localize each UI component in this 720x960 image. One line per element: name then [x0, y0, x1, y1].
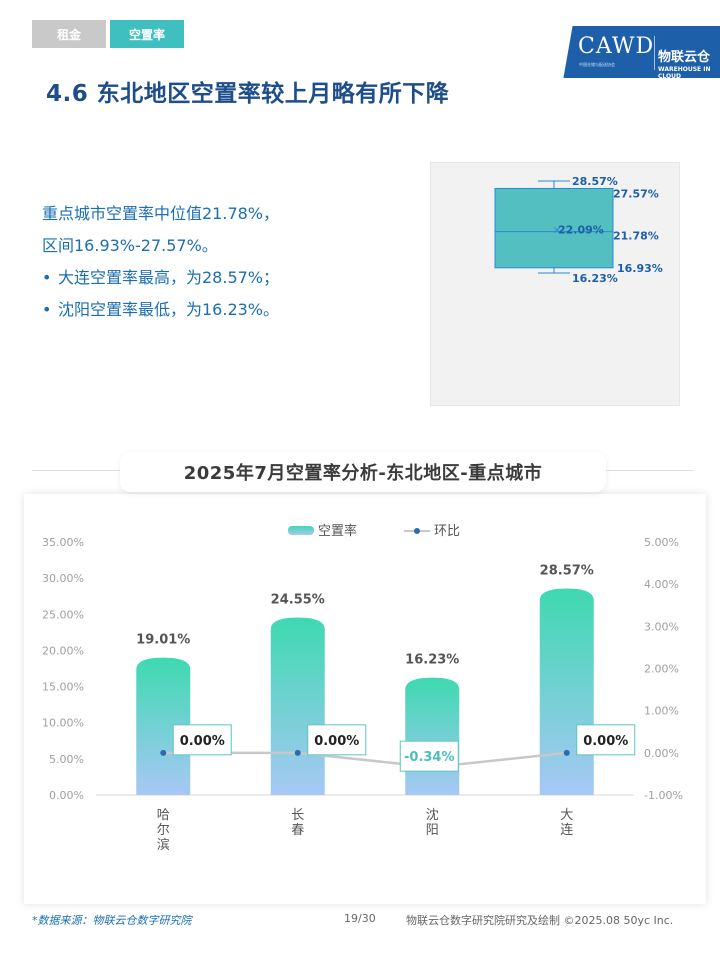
y-left-tick-label: 10.00% — [42, 717, 84, 730]
legend-bar-label: 空置率 — [318, 523, 357, 539]
boxplot-label-q3: 27.57% — [613, 187, 659, 200]
y-right-tick-label: 5.00% — [644, 536, 679, 549]
y-axis-left: 0.00% 5.00% 10.00% 15.00% 20.00% 25.00% 30.00%… — [42, 536, 84, 802]
data-source-note: *数据来源：物联云仓数字研究院 — [32, 914, 192, 927]
x-tick-label-char: 连 — [560, 822, 573, 838]
y-left-tick-label: 35.00% — [42, 536, 84, 549]
bar-value-label: 28.57% — [540, 563, 594, 578]
boxplot-label-max: 28.57% — [572, 175, 618, 188]
y-right-tick-label: 3.00% — [644, 620, 679, 633]
y-right-tick-label: 2.00% — [644, 663, 679, 676]
bullet-dot: • — [42, 268, 52, 287]
boxplot-panel: × 28.57% 27.57% 22.09% 21.78% 16.93% 16.… — [430, 162, 680, 406]
legend-line-label: 环比 — [434, 524, 460, 539]
summary-bullet-1-text: 大连空置率最高，为28.57%； — [58, 268, 280, 287]
y-right-tick-label: 0.00% — [644, 747, 679, 760]
mom-label-box — [307, 724, 367, 756]
bullet-dot: • — [42, 300, 52, 319]
bar-4 — [539, 588, 594, 795]
summary-bullet-1: • 大连空置率最高，为28.57%； — [42, 262, 412, 294]
brand-logo: CAWD 中国仓储与配送协会 物联云仓 WAREHOUSE IN CLOUD — [558, 26, 720, 78]
y-left-tick-label: 25.00% — [42, 608, 84, 621]
y-right-tick-label: -1.00% — [644, 789, 683, 802]
tab-rent[interactable]: 租金 — [32, 20, 106, 48]
section-tabs: 租金 空置率 — [32, 20, 184, 48]
mom-point — [563, 749, 570, 756]
summary-text: 重点城市空置率中位值21.78%， 区间16.93%-27.57%。 • 大连空置… — [42, 198, 412, 326]
x-tick-label-char: 阳 — [426, 823, 439, 838]
y-left-tick-label: 30.00% — [42, 572, 84, 585]
boxplot-label-q1: 16.93% — [617, 262, 663, 275]
page-number: 19/30 — [344, 912, 376, 925]
y-left-tick-label: 15.00% — [42, 681, 84, 694]
page-title: 4.6 东北地区空置率较上月略有所下降 — [46, 81, 450, 107]
bar-value-label: 24.55% — [271, 593, 325, 608]
bar-series — [136, 588, 594, 795]
mom-value-label: 0.00% — [583, 734, 628, 749]
mom-value-label: -0.34% — [404, 750, 455, 765]
x-tick-label-char: 大 — [560, 808, 573, 823]
legend-line-dot — [414, 528, 420, 534]
chart-title-box: 2025年7月空置率分析-东北地区-重点城市 — [120, 452, 606, 492]
boxplot-svg: × 28.57% 27.57% 22.09% 21.78% 16.93% 16.… — [494, 175, 663, 285]
logo-subtitle: 中国仓储与配送协会 — [579, 62, 615, 67]
bar-line-chart: 空置率 环比 0.00% 5.00% 10.00% 15.00% 20.00% 25.00… — [42, 523, 683, 853]
x-tick-label-char: 长 — [291, 808, 304, 823]
boxplot-mean-marker: × — [552, 223, 561, 236]
chart-title: 2025年7月空置率分析-东北地区-重点城市 — [183, 463, 543, 484]
copyright-credit: 物联云仓数字研究院研究及绘制 ©2025.08 50yc Inc. — [406, 914, 674, 927]
x-tick-label-char: 沈 — [426, 808, 439, 823]
boxplot-label-median: 21.78% — [613, 230, 659, 243]
mom-value-label: 0.00% — [314, 734, 359, 749]
x-tick-label-char: 滨 — [157, 837, 170, 853]
x-tick-label-char: 春 — [291, 823, 304, 838]
x-axis-labels: 哈尔滨 长春 沈阳 大连 — [157, 808, 574, 853]
summary-bullet-2-text: 沈阳空置率最低，为16.23%。 — [58, 300, 280, 319]
mom-label-box — [576, 724, 636, 756]
x-tick-label-char: 哈 — [157, 808, 170, 823]
mom-label-box — [172, 724, 232, 756]
bar-value-label: 16.23% — [405, 653, 459, 668]
mom-point — [294, 749, 301, 756]
bar-3 — [405, 677, 460, 795]
mom-point — [160, 749, 167, 756]
y-right-tick-label: 1.00% — [644, 705, 679, 718]
boxplot-box — [494, 187, 614, 269]
y-axis-right: -1.00% 0.00% 1.00% 2.00% 3.00% 4.00% 5.00% — [644, 536, 683, 802]
summary-line-1: 重点城市空置率中位值21.78%， — [42, 204, 280, 223]
logo-en-name: WAREHOUSE IN CLOUD — [658, 66, 711, 78]
logo-cn-name: 物联云仓 — [658, 50, 711, 65]
y-right-tick-label: 4.00% — [644, 578, 679, 591]
bar-value-labels: 19.01% 24.55% 16.23% 28.57% — [136, 563, 594, 667]
summary-line-2: 区间16.93%-27.57%。 — [42, 236, 218, 255]
y-left-tick-label: 0.00% — [49, 789, 84, 802]
chart-legend: 空置率 环比 — [288, 523, 460, 539]
bar-2 — [270, 617, 325, 795]
logo-divider — [654, 36, 655, 70]
boxplot-label-min: 16.23% — [572, 272, 618, 285]
x-tick-label-char: 尔 — [157, 823, 170, 838]
y-left-tick-label: 20.00% — [42, 644, 84, 657]
logo-cawd-text: CAWD — [578, 34, 655, 59]
y-left-tick-label: 5.00% — [49, 753, 84, 766]
summary-bullet-2: • 沈阳空置率最低，为16.23%。 — [42, 294, 412, 326]
mom-line-series: 0.00% 0.00% -0.34% 0.00% — [160, 724, 636, 772]
legend-bar-swatch — [288, 526, 314, 535]
bar-1 — [136, 657, 191, 795]
chart-card: 空置率 环比 0.00% 5.00% 10.00% 15.00% 20.00% 25.00… — [24, 494, 706, 904]
tab-vacancy-rate[interactable]: 空置率 — [110, 20, 184, 48]
logo-cut-decoration — [558, 26, 573, 78]
boxplot-label-mean: 22.09% — [558, 223, 604, 236]
bar-value-label: 19.01% — [136, 633, 190, 648]
mom-value-label: 0.00% — [180, 734, 225, 749]
mom-label-box — [399, 740, 459, 772]
